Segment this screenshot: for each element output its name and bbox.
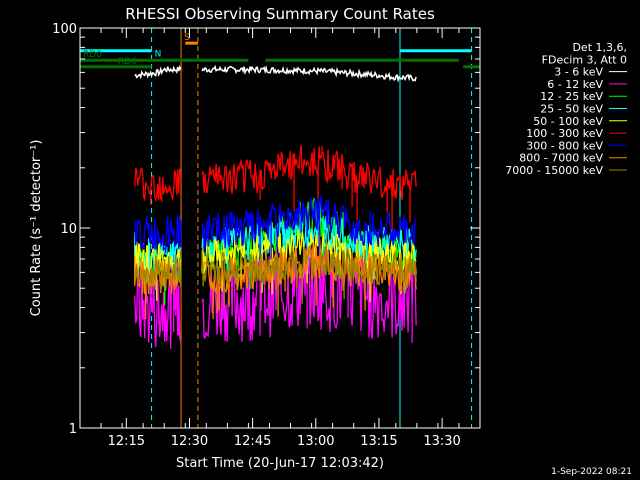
legend-label-0: 3 - 6 keV — [554, 66, 603, 79]
series-0-segment-0 — [134, 64, 182, 80]
series-1-segment-0 — [134, 261, 182, 349]
series-6-segment-0 — [134, 214, 182, 253]
series-5 — [134, 144, 417, 232]
x-tick-label-5: 13:30 — [423, 434, 460, 449]
series-6 — [134, 196, 417, 270]
series-1 — [134, 243, 417, 349]
axes-layer: 12:15 12:30 12:45 13:00 13:15 13:30 1 10 100 — [52, 22, 480, 449]
flag-label-n: N — [155, 50, 162, 60]
series-0-segment-1 — [201, 64, 417, 83]
series-8-segment-0 — [134, 254, 182, 290]
flag-label-s: S — [184, 33, 190, 43]
series-layer — [134, 64, 417, 349]
y-tick-label-0: 1 — [69, 422, 77, 437]
flag-label-rd0: RD0 — [83, 50, 102, 60]
x-tick-label-2: 12:45 — [234, 434, 271, 449]
y-tick-label-2: 100 — [52, 22, 77, 37]
series-0 — [134, 64, 417, 83]
series-8-segment-1 — [201, 244, 417, 309]
flag-label-rd6: RD6 — [118, 57, 137, 67]
legend-header-1: FDecim 3, Att 0 — [542, 53, 627, 66]
legend-label-1: 6 - 12 keV — [547, 78, 603, 91]
x-tick-label-3: 13:00 — [297, 434, 334, 449]
legend-label-3: 25 - 50 keV — [540, 103, 603, 116]
footer-date: 1-Sep-2022 08:21 — [551, 467, 632, 477]
series-5-segment-1 — [201, 144, 417, 232]
y-axis-label: Count Rate (s⁻¹ detector⁻¹) — [29, 140, 44, 317]
series-1-segment-1 — [201, 243, 417, 343]
x-tick-label-1: 12:30 — [171, 434, 208, 449]
x-tick-label-0: 12:15 — [108, 434, 145, 449]
legend-label-8: 7000 - 15000 keV — [505, 164, 603, 177]
legend-label-5: 100 - 300 keV — [526, 127, 603, 140]
legend-label-7: 800 - 7000 keV — [519, 152, 603, 165]
legend-label-6: 300 - 800 keV — [526, 139, 603, 152]
chart-title: RHESSI Observing Summary Count Rates — [125, 5, 435, 23]
flag-layer: S N RD0 RD6 — [80, 33, 480, 69]
series-8 — [134, 244, 417, 309]
series-6-segment-1 — [201, 196, 417, 270]
legend-header-0: Det 1,3,6, — [572, 41, 627, 54]
x-tick-label-4: 13:15 — [360, 434, 397, 449]
series-7-segment-0 — [134, 255, 182, 320]
legend-label-2: 12 - 25 keV — [540, 90, 603, 103]
series-5-segment-0 — [134, 167, 182, 205]
series-4-segment-1 — [201, 229, 417, 303]
y-tick-label-1: 10 — [60, 222, 77, 237]
legend-label-4: 50 - 100 keV — [533, 115, 603, 128]
x-axis-label: Start Time (20-Jun-17 12:03:42) — [176, 456, 384, 471]
